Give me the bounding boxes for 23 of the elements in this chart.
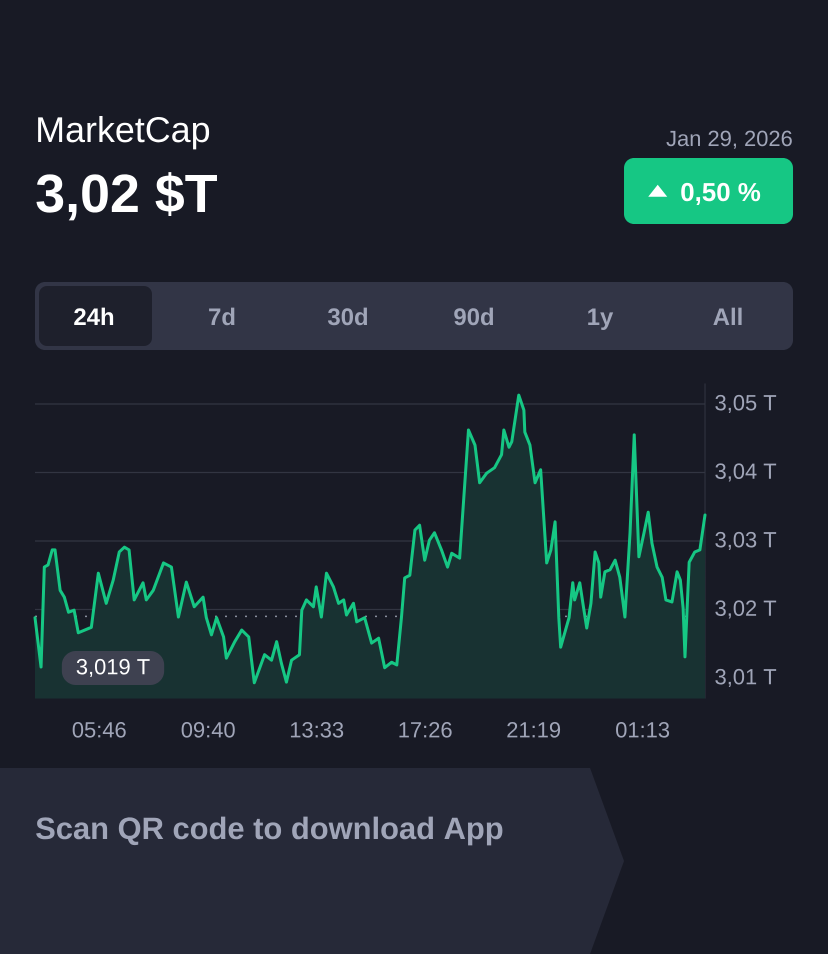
text: Jan 29, 2026 — [666, 130, 792, 149]
text: 1y — [588, 308, 614, 330]
y-tick-label: 3,02 T — [715, 600, 776, 619]
text: 30d — [328, 308, 368, 326]
y-tick-label: 3,05 T — [715, 394, 776, 414]
text: 0,50 % — [681, 182, 760, 206]
x-tick-label: 13:33 — [290, 722, 344, 738]
x-tick-label: 05:46 — [72, 722, 126, 738]
text: 90d — [454, 308, 494, 326]
y-tick-label: 3,01 T — [715, 668, 776, 688]
text: 7d — [209, 308, 234, 326]
y-tick-label: 3,03 T — [715, 532, 776, 550]
chart-title: MarketCap — [38, 116, 210, 150]
chart-subtitle: 3,02 $T — [36, 172, 217, 220]
text: Scan QR code to download App — [36, 816, 502, 846]
ref-line-label: 3,019 T — [76, 658, 150, 678]
x-tick-label: 21:19 — [507, 722, 560, 738]
y-tick-label: 3,04 T — [715, 463, 776, 482]
text: 24h — [74, 308, 114, 325]
x-tick-label: 17:26 — [399, 722, 452, 738]
text: All — [713, 308, 742, 325]
x-tick-label: 01:13 — [616, 722, 670, 738]
x-tick-label: 09:40 — [182, 722, 235, 738]
